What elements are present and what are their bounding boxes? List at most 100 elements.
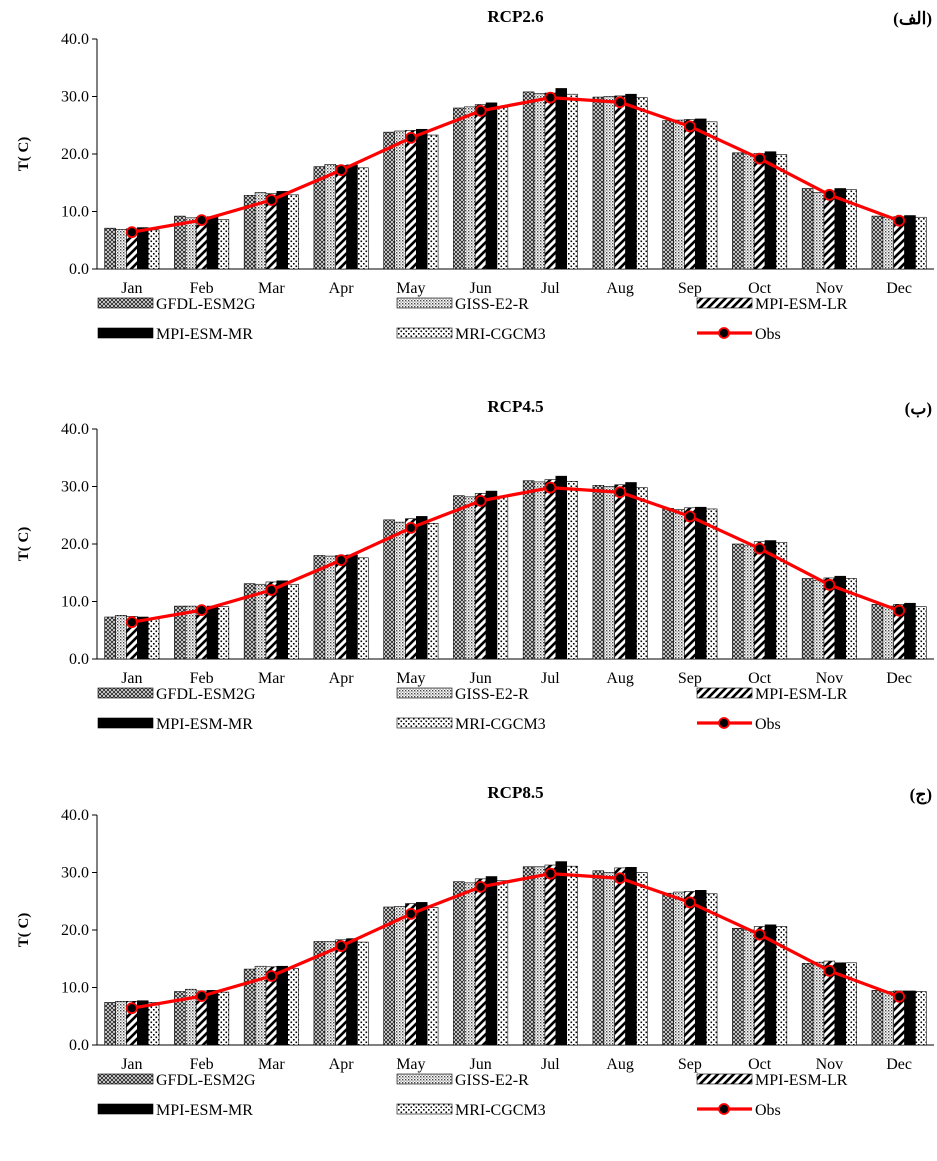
legend-swatch-mpi-esm-mr — [97, 1103, 154, 1115]
bar-mri-cgcm3-jan — [147, 229, 160, 270]
x-tick-label: Mar — [258, 670, 285, 687]
y-axis-label: T( C) — [16, 137, 32, 172]
obs-point-jul — [544, 91, 557, 104]
obs-point-feb — [195, 214, 208, 227]
bar-giss-e2-r-jan — [115, 615, 127, 660]
bar-gfdl-esm2g-oct — [732, 152, 744, 270]
bar-mri-cgcm3-jul — [566, 481, 578, 660]
legend-swatch-gfdl-esm2g — [97, 297, 154, 309]
bar-gfdl-esm2g-nov — [801, 578, 814, 660]
x-tick-label: Mar — [258, 280, 285, 297]
panel-label: (ب) — [905, 399, 932, 418]
legend-swatch-mpi-esm-lr — [696, 297, 753, 309]
x-tick-label: Sep — [678, 670, 702, 687]
obs-line — [131, 96, 900, 234]
bar-giss-e2-r-apr — [324, 941, 336, 1046]
legend-swatch-mpi-esm-lr — [696, 687, 753, 699]
bar-mri-cgcm3-dec — [915, 606, 927, 660]
bar-giss-e2-r-jan — [115, 229, 127, 270]
bar-giss-e2-r-nov — [812, 961, 825, 1046]
bar-mpi-esm-lr-aug — [614, 95, 626, 270]
bar-giss-e2-r-may — [394, 130, 406, 270]
legend-label-mpi-esm-lr: MPI-ESM-LR — [755, 296, 848, 313]
bar-giss-e2-r-dec — [882, 991, 894, 1046]
legend-swatch-mri-cgcm3 — [396, 327, 453, 339]
bar-mpi-esm-lr-aug — [614, 484, 626, 660]
bar-mpi-esm-lr-jul — [544, 92, 557, 270]
bar-gfdl-esm2g-jun — [453, 495, 465, 660]
x-tick-label: Oct — [748, 670, 772, 687]
bar-mpi-esm-lr-sep — [684, 507, 696, 660]
obs-point-jul — [544, 867, 557, 880]
y-tick-label: 20.0 — [61, 536, 89, 553]
bar-mpi-esm-mr-feb — [206, 605, 219, 660]
x-tick-label: Jan — [121, 1056, 142, 1073]
bar-gfdl-esm2g-oct — [732, 543, 744, 660]
bar-gfdl-esm2g-jul — [522, 866, 535, 1046]
bar-mpi-esm-mr-dec — [904, 602, 916, 660]
bar-giss-e2-r-oct — [743, 544, 755, 660]
x-tick-label: Jul — [541, 280, 560, 297]
chart-title: RCP2.6 — [487, 7, 543, 26]
legend-swatch-mri-cgcm3 — [396, 717, 453, 729]
legend-marker-obs — [718, 1103, 730, 1115]
bar-mri-cgcm3-mar — [287, 583, 299, 660]
x-tick-label: Dec — [886, 280, 912, 297]
bar-mri-cgcm3-dec — [915, 216, 927, 270]
obs-point-aug — [614, 872, 627, 885]
bar-gfdl-esm2g-aug — [592, 870, 605, 1046]
bar-giss-e2-r-jun — [464, 496, 476, 660]
obs-point-dec — [893, 990, 906, 1003]
obs-point-jun — [474, 104, 487, 117]
legend-label-mpi-esm-lr: MPI-ESM-LR — [755, 1072, 848, 1089]
bar-giss-e2-r-dec — [882, 216, 894, 270]
obs-point-feb — [195, 604, 208, 617]
bar-gfdl-esm2g-sep — [662, 508, 674, 660]
x-tick-label: Sep — [678, 1056, 702, 1073]
obs-point-mar — [265, 970, 278, 982]
bar-mpi-esm-mr-feb — [206, 990, 219, 1046]
chart-title: RCP8.5 — [487, 783, 543, 802]
bar-giss-e2-r-jul — [533, 93, 546, 270]
bar-mri-cgcm3-mar — [287, 968, 299, 1046]
bar-mpi-esm-mr-dec — [904, 990, 916, 1046]
obs-point-oct — [753, 928, 766, 941]
x-tick-label: Nov — [816, 670, 844, 687]
bar-gfdl-esm2g-sep — [662, 120, 674, 270]
legend-marker-obs — [718, 717, 730, 729]
chart-panel-rcp26: RCP2.6 (الف) T( C) 0.0 10.0 20.0 30.0 40.0 Jan Fe… — [0, 0, 937, 385]
bar-giss-e2-r-jan — [115, 1001, 127, 1046]
x-tick-label: Feb — [190, 670, 214, 687]
y-tick-label: 10.0 — [61, 204, 89, 221]
bar-mri-cgcm3-apr — [357, 167, 369, 270]
obs-point-sep — [683, 120, 696, 133]
obs-point-dec — [893, 214, 906, 227]
bar-mpi-esm-lr-aug — [614, 867, 626, 1046]
x-tick-label: Oct — [748, 280, 772, 297]
bar-gfdl-esm2g-jan — [104, 1002, 116, 1046]
bar-giss-e2-r-sep — [673, 891, 685, 1046]
bar-gfdl-esm2g-oct — [732, 927, 744, 1046]
panel-label: (ج) — [910, 785, 932, 805]
bar-mri-cgcm3-jun — [496, 107, 509, 270]
obs-line — [131, 486, 900, 624]
bar-giss-e2-r-sep — [673, 509, 685, 660]
legend-label-mpi-esm-mr: MPI-ESM-MR — [156, 1102, 253, 1119]
obs-point-apr — [335, 164, 348, 177]
x-tick-label: Aug — [606, 280, 634, 297]
chart-title: RCP4.5 — [487, 397, 543, 416]
legend-label-obs: Obs — [755, 326, 781, 343]
bar-gfdl-esm2g-dec — [871, 604, 884, 660]
bar-mri-cgcm3-sep — [705, 508, 718, 660]
bar-gfdl-esm2g-jan — [104, 616, 116, 660]
bar-mri-cgcm3-nov — [845, 962, 857, 1046]
obs-point-may — [404, 131, 417, 144]
bar-mpi-esm-lr-jul — [544, 864, 557, 1046]
bar-gfdl-esm2g-may — [383, 906, 395, 1046]
obs-point-jun — [474, 880, 487, 893]
obs-point-apr — [335, 554, 348, 567]
bar-giss-e2-r-oct — [743, 929, 755, 1046]
bar-gfdl-esm2g-jan — [104, 227, 116, 270]
x-tick-label: May — [396, 670, 425, 687]
bar-mri-cgcm3-feb — [217, 991, 230, 1046]
